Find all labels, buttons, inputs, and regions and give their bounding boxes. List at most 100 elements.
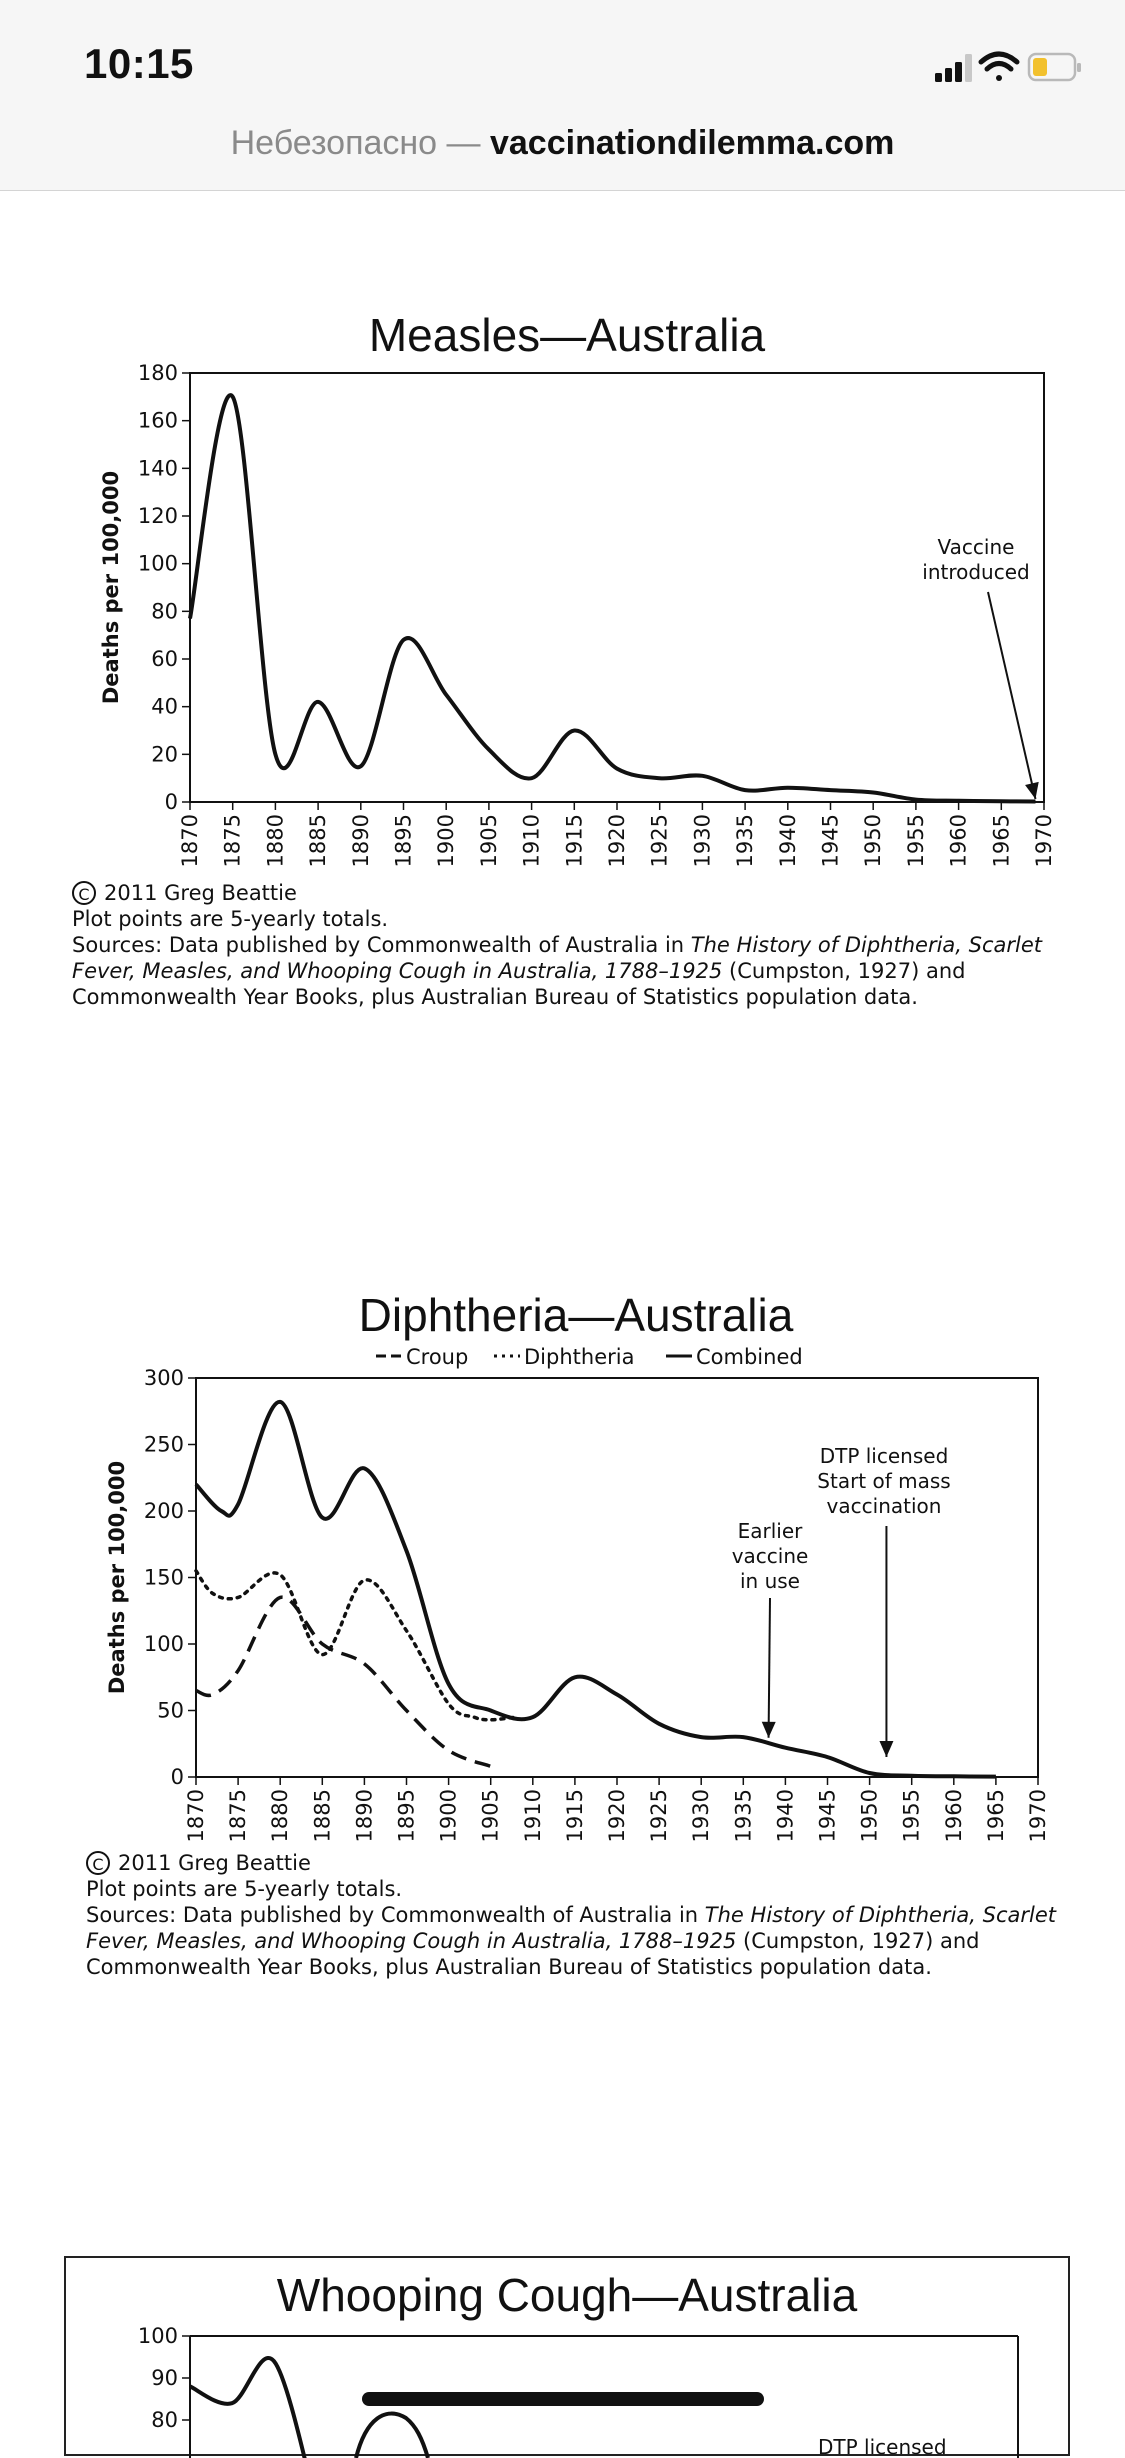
whooping-chart: 80 90 100 DTP licensed — [138, 2324, 1019, 2458]
y-tick-label: 60 — [151, 647, 178, 671]
x-tick-label: 1900 — [434, 814, 458, 867]
status-time: 10:15 — [84, 40, 194, 87]
x-tick-label: 1905 — [479, 1789, 503, 1842]
x-tick-label: 1900 — [437, 1789, 461, 1842]
annotation-dtp-line2: Start of mass — [817, 1469, 950, 1493]
plot-frame — [189, 372, 1045, 803]
y-tick-label: 100 — [144, 1632, 184, 1656]
x-tick-label: 1940 — [776, 814, 800, 867]
measles-series-line — [188, 393, 1036, 804]
x-tick-label: 1965 — [984, 1789, 1008, 1842]
x-tick-label: 1925 — [647, 1789, 671, 1842]
plot-frame — [195, 1377, 1039, 1778]
diphtheria-note: Plot points are 5-yearly totals. — [86, 1877, 403, 1901]
vaccine-arrow — [987, 591, 1037, 800]
wifi-icon — [978, 51, 1020, 81]
x-tick-label: 1870 — [184, 1789, 208, 1842]
measles-sources: Sources: Data published by Commonwealth … — [72, 933, 1042, 1009]
battery-icon — [1027, 52, 1081, 82]
annotation-vaccine-line2: introduced — [922, 560, 1029, 584]
y-tick-label: 100 — [138, 2324, 178, 2348]
measles-caption: C 2011 Greg Beattie Plot points are 5-yea… — [72, 880, 1072, 1010]
x-tick-label: 1960 — [947, 814, 971, 867]
x-tick-label: 1915 — [563, 1789, 587, 1842]
x-tick-label: 1880 — [263, 814, 287, 867]
y-tick-label: 250 — [144, 1433, 184, 1457]
diphtheria-copyright: C 2011 Greg Beattie — [86, 1850, 1076, 1876]
address-bar[interactable]: Небезопасно — vaccinationdilemma.com — [0, 120, 1125, 191]
x-tick-label: 1915 — [562, 814, 586, 867]
measles-copyright: C 2011 Greg Beattie — [72, 880, 1072, 906]
insecure-warning: Небезопасно — — [230, 124, 481, 162]
y-tick-label: 0 — [165, 790, 178, 814]
measles-note: Plot points are 5-yearly totals. — [72, 907, 389, 931]
measles-chart: 0 20 40 60 80 100 120 140 160 180 1870 1875 1880 1885… — [99, 361, 1056, 867]
y-tick-label: 20 — [151, 742, 178, 766]
x-tick-label: 1875 — [221, 814, 245, 867]
x-tick-label: 1970 — [1032, 814, 1056, 867]
x-tick-label: 1920 — [605, 1789, 629, 1842]
y-tick-label: 200 — [144, 1499, 184, 1523]
x-tick-label: 1895 — [395, 1789, 419, 1842]
annotation-dtp-line1: DTP licensed — [820, 1444, 949, 1468]
copyright-icon: C — [86, 1851, 110, 1875]
y-tick-label: 40 — [151, 695, 178, 719]
x-tick-label: 1950 — [858, 1789, 882, 1842]
diphtheria-chart: 0 50 100 150 200 250 300 1870 1875 1880 1885 1890 18… — [105, 1345, 1050, 1842]
y-axis-label: Deaths per 100,000 — [99, 471, 123, 704]
diphtheria-series-diphtheria — [194, 1569, 518, 1722]
diphtheria-chart-title: Diphtheria—Australia — [358, 1289, 794, 1341]
x-tick-label: 1945 — [816, 1789, 840, 1842]
y-axis-label: Deaths per 100,000 — [105, 1461, 129, 1694]
y-tick-label: 300 — [144, 1366, 184, 1390]
x-tick-label: 1890 — [352, 1789, 376, 1842]
x-tick-label: 1955 — [900, 1789, 924, 1842]
x-tick-label: 1895 — [392, 814, 416, 867]
annotation-earlier-line2: vaccine — [732, 1544, 809, 1568]
x-tick-label: 1875 — [226, 1789, 250, 1842]
x-tick-label: 1885 — [310, 1789, 334, 1842]
x-tick-label: 1950 — [861, 814, 885, 867]
y-tick-label: 120 — [138, 504, 178, 528]
whooping-series-line — [189, 2356, 307, 2458]
legend-label-combined: Combined — [696, 1345, 803, 1369]
x-tick-label: 1935 — [733, 814, 757, 867]
x-tick-label: 1965 — [989, 814, 1013, 867]
diphtheria-series-croup — [195, 1595, 492, 1769]
vaccine-arrow-head — [1025, 781, 1039, 799]
x-tick-label: 1890 — [349, 814, 373, 867]
legend-label-diphtheria: Diphtheria — [524, 1345, 634, 1369]
x-tick-label: 1920 — [605, 814, 629, 867]
y-tick-label: 80 — [151, 2408, 178, 2432]
x-tick-label: 1945 — [819, 814, 843, 867]
x-tick-label: 1930 — [689, 1789, 713, 1842]
annotation-dtp-licensed: DTP licensed — [818, 2435, 947, 2458]
measles-figure: Measles—Australia 0 20 40 60 80 100 120 140 160 1… — [62, 300, 1072, 1020]
annotation-earlier-line3: in use — [740, 1569, 800, 1593]
whooping-chart-title: Whooping Cough—Australia — [276, 2269, 858, 2321]
x-tick-label: 1910 — [521, 1789, 545, 1842]
x-tick-label: 1955 — [904, 814, 928, 867]
y-tick-label: 90 — [151, 2366, 178, 2390]
home-indicator[interactable] — [362, 2392, 764, 2406]
y-tick-label: 80 — [151, 599, 178, 623]
copyright-icon: C — [72, 881, 96, 905]
annotation-dtp-line3: vaccination — [827, 1494, 942, 1518]
x-tick-label: 1935 — [731, 1789, 755, 1842]
signal-icon — [935, 54, 972, 82]
x-tick-label: 1930 — [690, 814, 714, 867]
y-tick-label: 0 — [171, 1765, 184, 1789]
annotation-vaccine-line1: Vaccine — [938, 535, 1015, 559]
x-tick-label: 1970 — [1026, 1789, 1050, 1842]
y-tick-label: 140 — [138, 456, 178, 480]
dtp-arrow-head — [879, 1741, 894, 1758]
x-tick-label: 1940 — [773, 1789, 797, 1842]
y-tick-label: 50 — [157, 1699, 184, 1723]
legend-label-croup: Croup — [406, 1345, 468, 1369]
url-domain: vaccinationdilemma.com — [489, 124, 895, 162]
measles-chart-title: Measles—Australia — [368, 309, 766, 361]
y-tick-label: 150 — [144, 1566, 184, 1590]
earlier-vaccine-arrow — [767, 1597, 771, 1738]
status-icons — [935, 51, 1081, 82]
x-tick-label: 1870 — [178, 814, 202, 867]
